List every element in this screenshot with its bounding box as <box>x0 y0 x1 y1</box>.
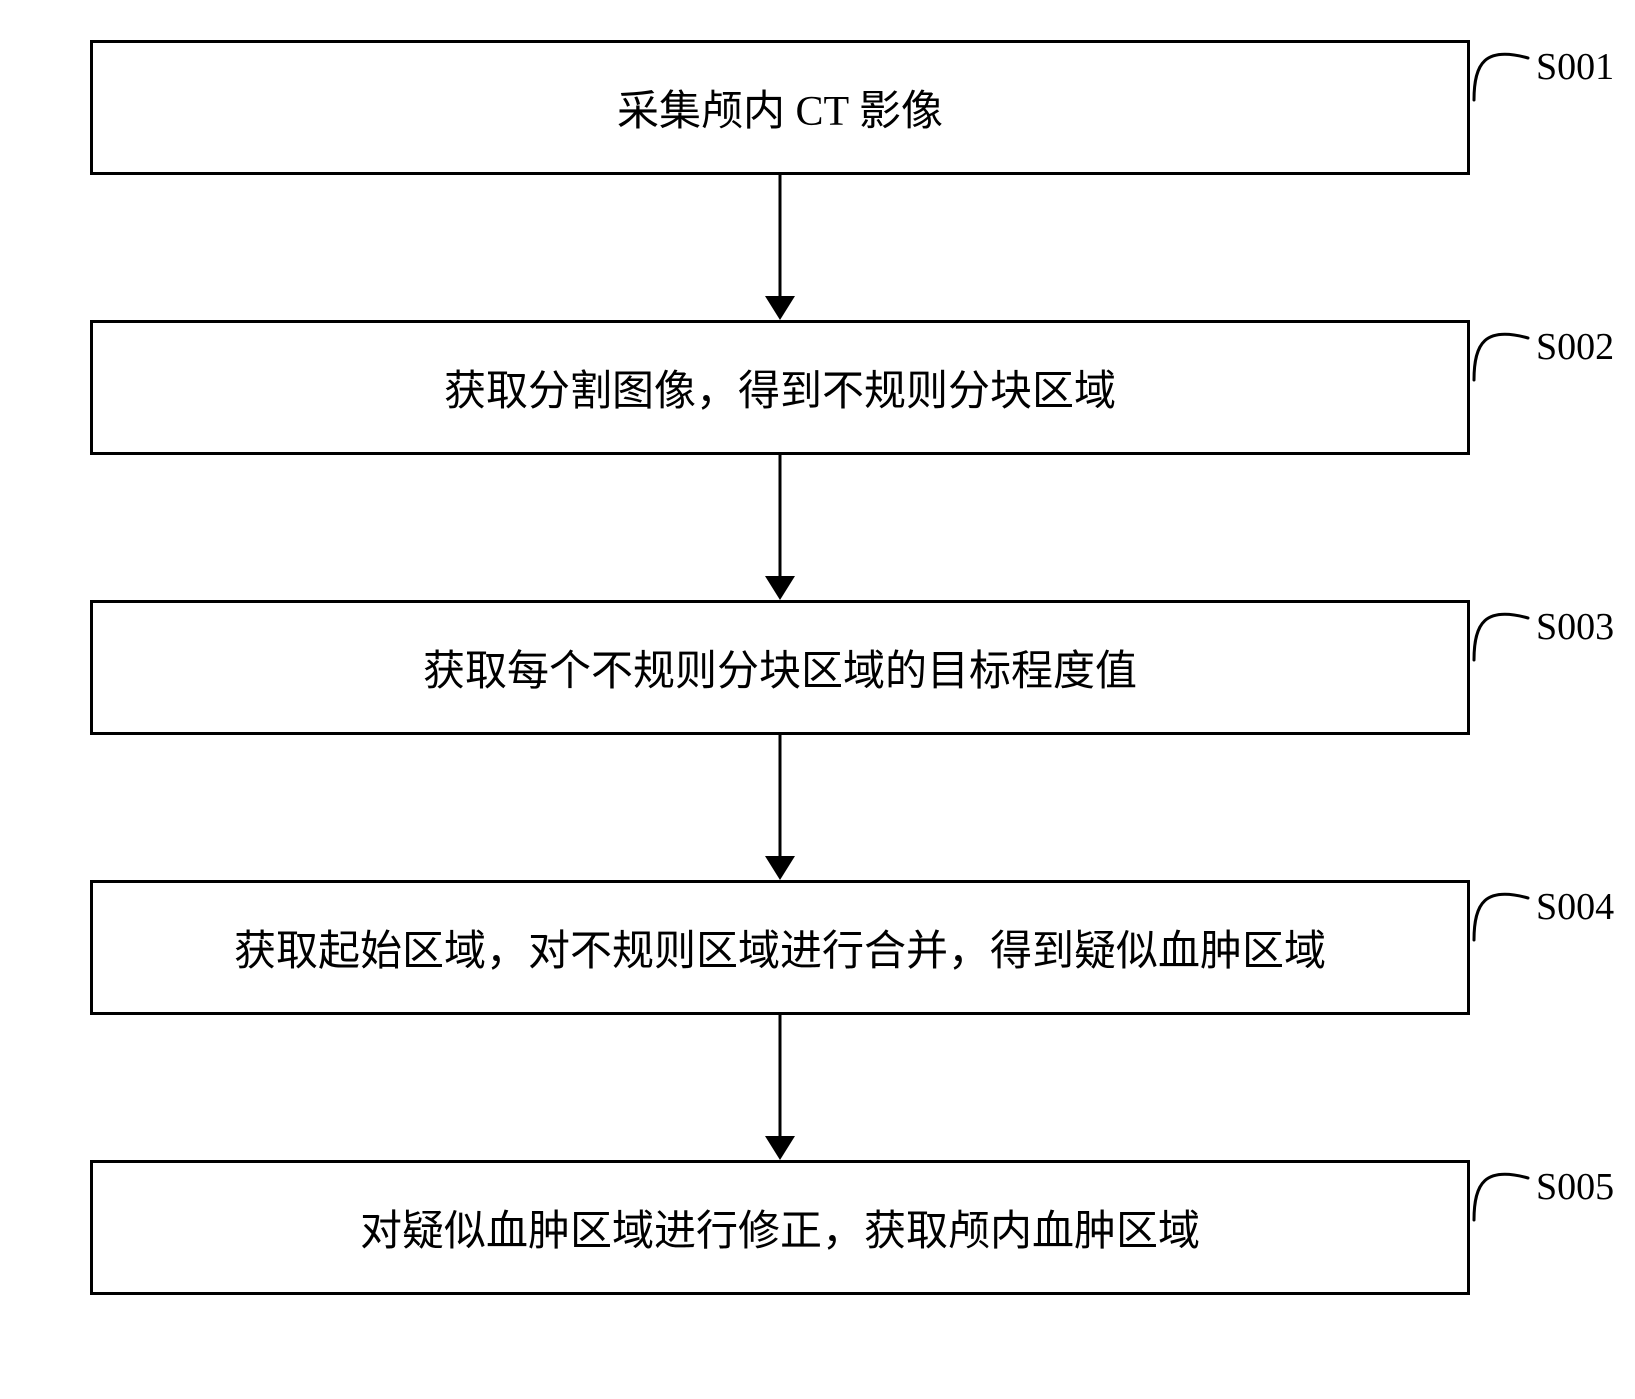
step-text-4: 获取起始区域，对不规则区域进行合并，得到疑似血肿区域 <box>234 917 1326 978</box>
step-box-2: 获取分割图像，得到不规则分块区域 <box>90 320 1470 455</box>
arrow-icon <box>760 175 800 320</box>
step-box-3: 获取每个不规则分块区域的目标程度值 <box>90 600 1470 735</box>
step-row-2: 获取分割图像，得到不规则分块区域S002 <box>60 320 1560 455</box>
step-label-wrap-2: S002 <box>1518 312 1614 382</box>
flowchart: 采集颅内 CT 影像S001 获取分割图像，得到不规则分块区域S002 获取每个不规… <box>60 40 1560 1295</box>
step-label-wrap-5: S005 <box>1518 1152 1614 1222</box>
step-text-1: 采集颅内 CT 影像 <box>617 77 943 138</box>
step-label-5: S005 <box>1536 1165 1614 1209</box>
step-label-2: S002 <box>1536 325 1614 369</box>
step-box-1: 采集颅内 CT 影像 <box>90 40 1470 175</box>
arrow-icon <box>760 735 800 880</box>
step-label-4: S004 <box>1536 885 1614 929</box>
step-label-wrap-3: S003 <box>1518 592 1614 662</box>
step-box-5: 对疑似血肿区域进行修正，获取颅内血肿区域 <box>90 1160 1470 1295</box>
step-row-4: 获取起始区域，对不规则区域进行合并，得到疑似血肿区域S004 <box>60 880 1560 1015</box>
step-row-3: 获取每个不规则分块区域的目标程度值S003 <box>60 600 1560 735</box>
step-connector-1 <box>1470 42 1530 102</box>
arrow-icon <box>760 455 800 600</box>
step-text-2: 获取分割图像，得到不规则分块区域 <box>444 357 1116 418</box>
step-connector-3 <box>1470 602 1530 662</box>
step-connector-4 <box>1470 882 1530 942</box>
step-text-5: 对疑似血肿区域进行修正，获取颅内血肿区域 <box>360 1197 1200 1258</box>
arrow-after-step-3 <box>90 735 1470 880</box>
step-label-wrap-1: S001 <box>1518 32 1614 102</box>
step-label-1: S001 <box>1536 45 1614 89</box>
step-box-4: 获取起始区域，对不规则区域进行合并，得到疑似血肿区域 <box>90 880 1470 1015</box>
arrow-after-step-4 <box>90 1015 1470 1160</box>
arrow-after-step-2 <box>90 455 1470 600</box>
step-row-5: 对疑似血肿区域进行修正，获取颅内血肿区域S005 <box>60 1160 1560 1295</box>
step-connector-5 <box>1470 1162 1530 1222</box>
step-text-3: 获取每个不规则分块区域的目标程度值 <box>423 637 1137 698</box>
step-label-wrap-4: S004 <box>1518 872 1614 942</box>
step-label-3: S003 <box>1536 605 1614 649</box>
step-row-1: 采集颅内 CT 影像S001 <box>60 40 1560 175</box>
arrow-after-step-1 <box>90 175 1470 320</box>
step-connector-2 <box>1470 322 1530 382</box>
arrow-icon <box>760 1015 800 1160</box>
